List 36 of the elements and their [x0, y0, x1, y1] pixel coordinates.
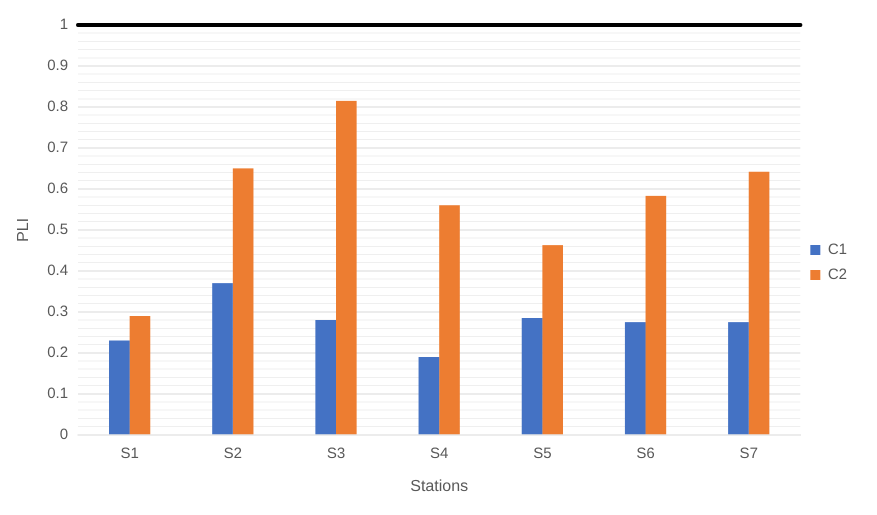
bar — [130, 316, 150, 434]
y-tick-label: 1 — [60, 16, 68, 34]
bar — [232, 168, 254, 434]
y-tick-label: 0.7 — [47, 139, 68, 156]
bar — [624, 322, 646, 434]
bar — [728, 322, 749, 434]
y-tick-label: 0.1 — [47, 384, 68, 402]
bar — [542, 245, 564, 434]
y-tick-label: 0.9 — [47, 57, 68, 74]
y-tick-label: 0.5 — [47, 221, 68, 238]
bar — [315, 320, 336, 434]
bar — [439, 205, 460, 434]
bar — [646, 196, 666, 434]
bar — [418, 356, 440, 434]
bar — [212, 283, 233, 434]
legend-label: C1 — [828, 241, 848, 258]
x-tick-label: S5 — [533, 444, 552, 462]
y-tick-label: 0.3 — [47, 303, 68, 320]
x-tick-label: S7 — [740, 444, 758, 462]
y-tick-label: 0.2 — [47, 344, 68, 361]
y-tick-label: 0.4 — [47, 262, 68, 280]
x-axis-title: Stations — [410, 478, 468, 495]
y-axis-title: PLI — [15, 218, 32, 242]
x-tick-label: S3 — [326, 444, 346, 462]
bar — [748, 172, 770, 434]
x-tick-label: S4 — [430, 444, 448, 462]
legend-label: C2 — [828, 266, 848, 284]
x-tick-label: S6 — [636, 444, 655, 462]
bar — [522, 318, 542, 434]
x-tick-label: S2 — [224, 444, 242, 462]
y-tick-label: 0.6 — [47, 180, 68, 198]
y-tick-label: 0.8 — [47, 98, 68, 116]
bar — [109, 340, 130, 434]
y-tick-label: 0 — [60, 426, 68, 443]
bar — [336, 100, 357, 434]
x-tick-label: S1 — [120, 444, 139, 462]
